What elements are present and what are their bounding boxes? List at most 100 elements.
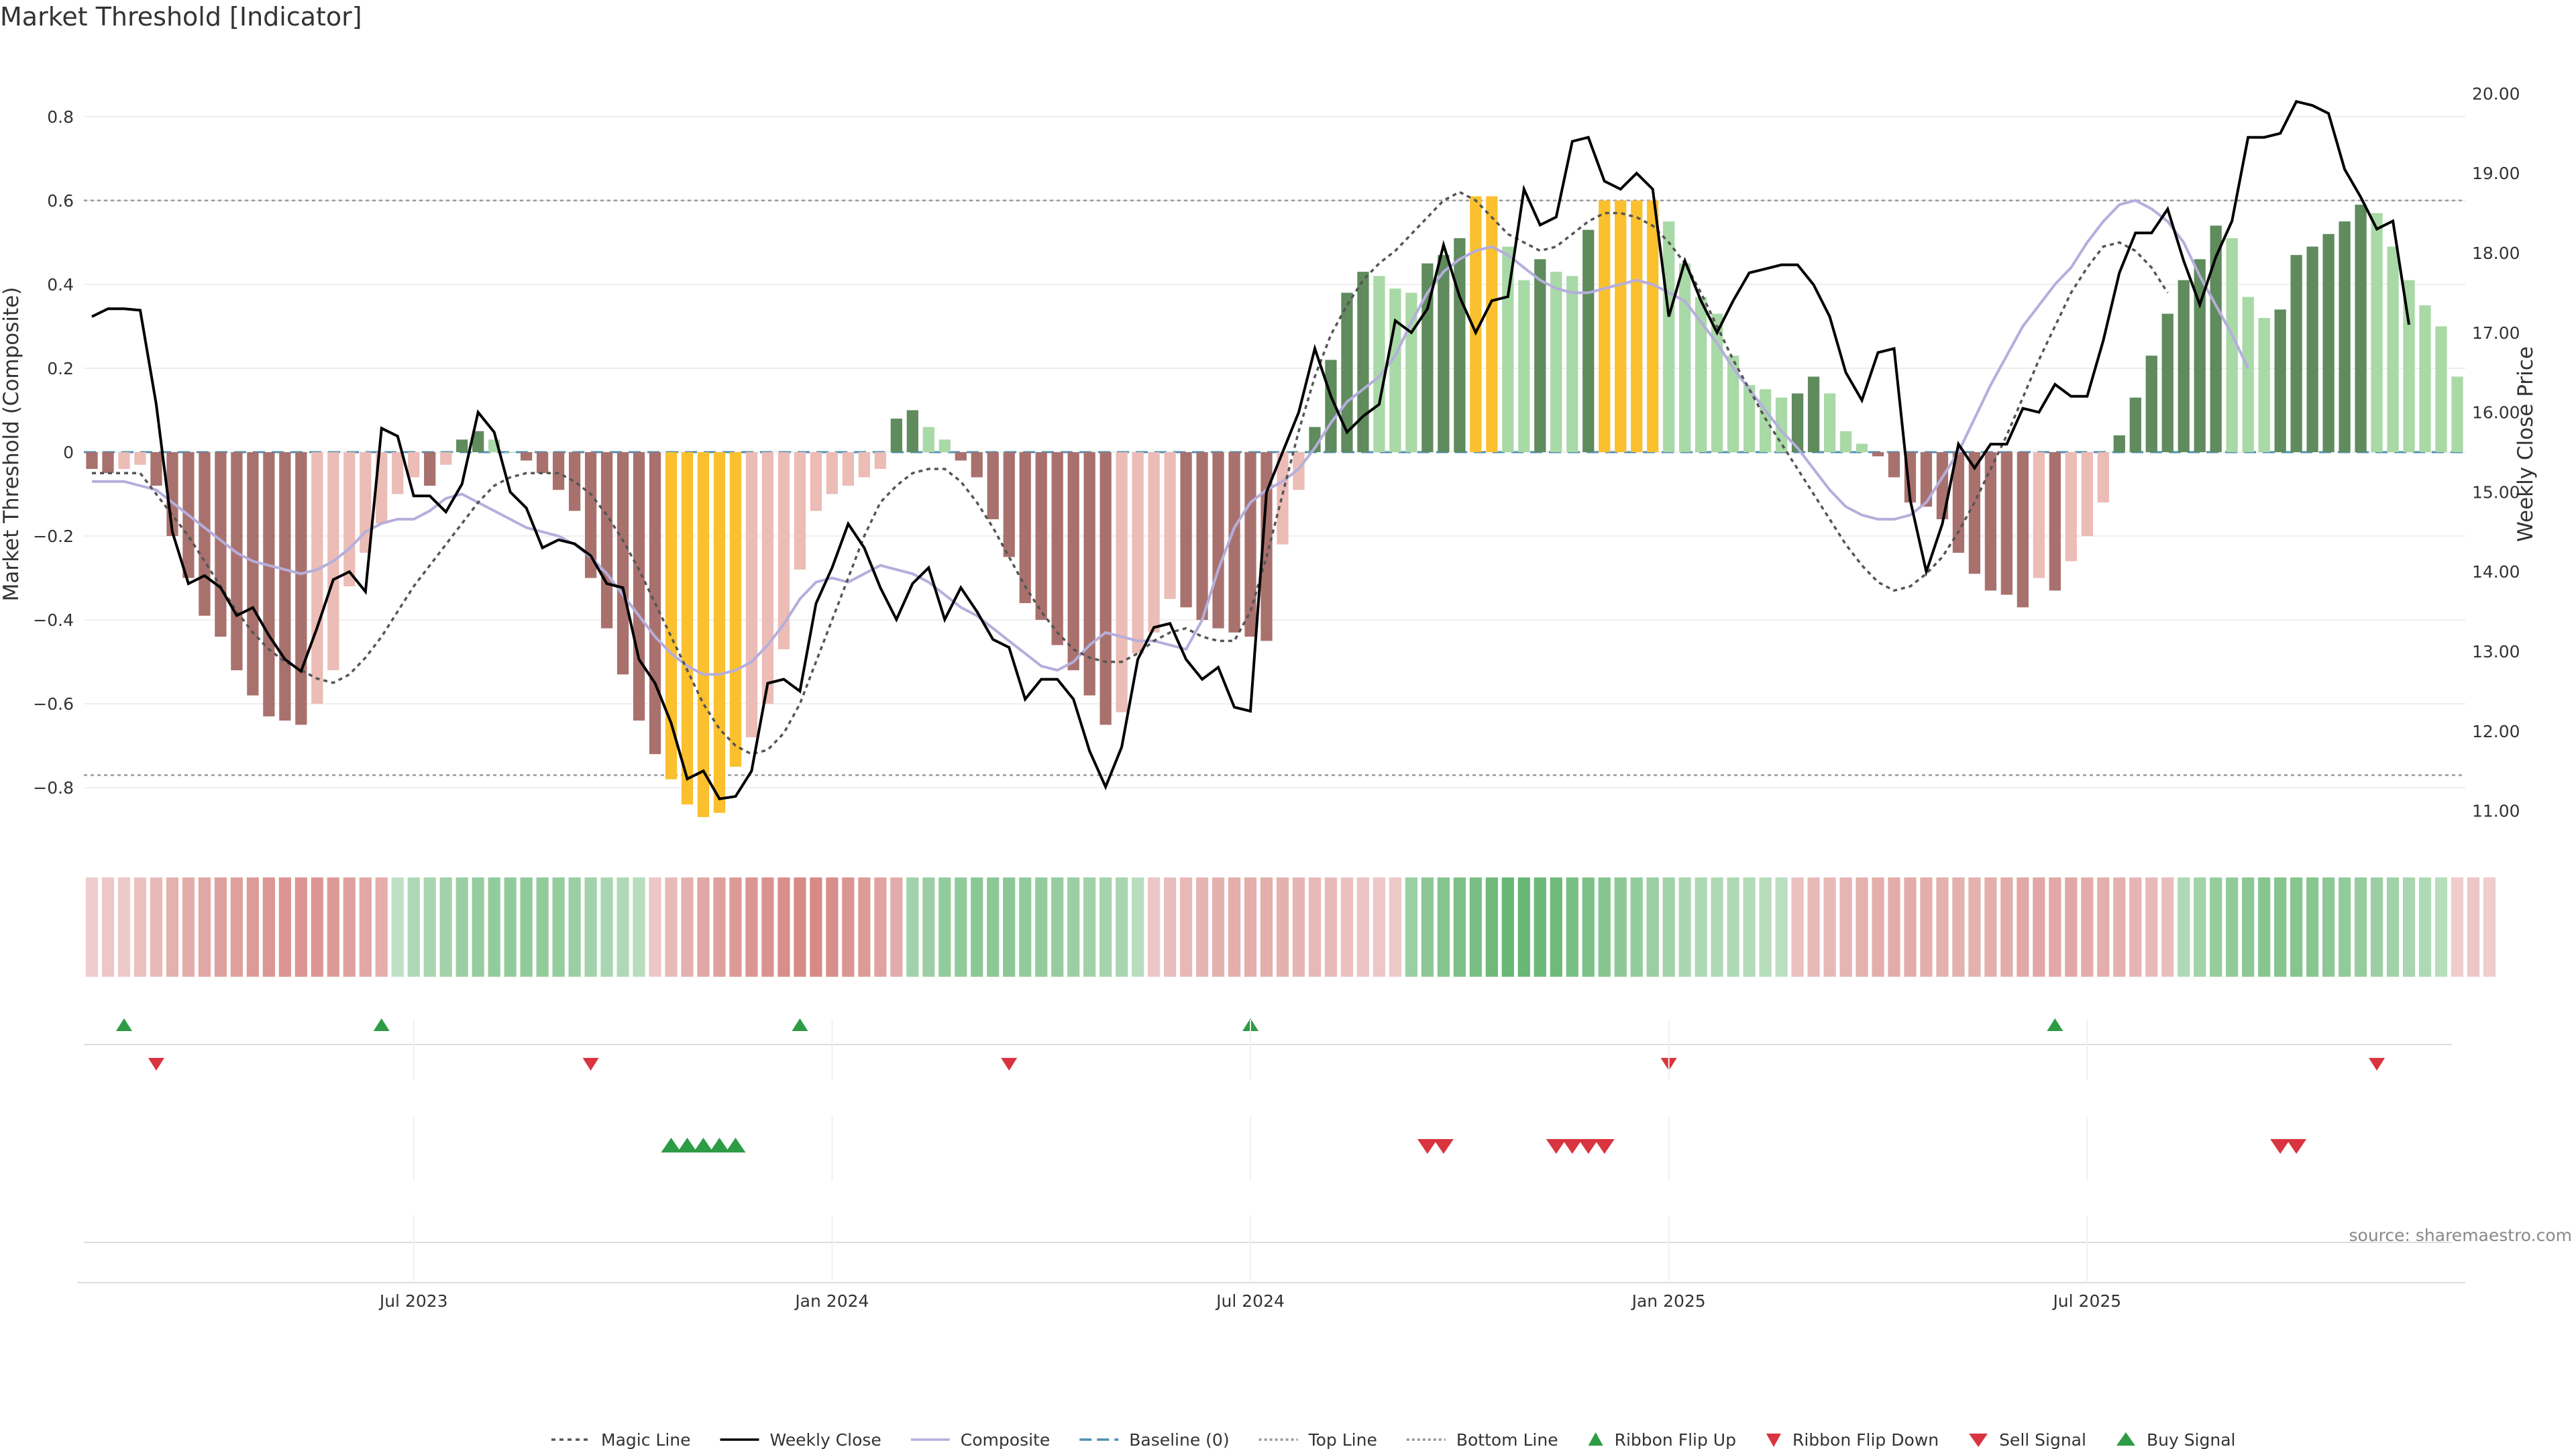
composite-bar	[665, 452, 678, 780]
composite-bar	[681, 452, 694, 805]
ribbon-cell	[1598, 877, 1611, 977]
ribbon-cell	[2161, 877, 2174, 977]
composite-bar	[1856, 443, 1868, 452]
ribbon-cell	[552, 877, 565, 977]
composite-bar	[440, 452, 452, 465]
ribbon-cell	[1116, 877, 1128, 977]
ribbon-cell	[1759, 877, 1772, 977]
sell-signal-marker	[1578, 1139, 1599, 1154]
ribbon-cell	[890, 877, 903, 977]
ribbon-cell	[713, 877, 726, 977]
composite-bar	[231, 452, 243, 671]
composite-bar	[616, 452, 629, 675]
ribbon-cell	[2338, 877, 2351, 977]
ribbon-cell	[1212, 877, 1225, 977]
source-note: source: sharemaestro.com	[2349, 1226, 2573, 1245]
left-tick-label: −0.6	[33, 694, 74, 714]
composite-bar	[697, 452, 710, 817]
legend-label: Ribbon Flip Up	[1615, 1430, 1736, 1449]
composite-bar	[1727, 356, 1739, 452]
ribbon-cell	[2065, 877, 2078, 977]
ribbon-cell	[1743, 877, 1756, 977]
composite-bar	[360, 452, 372, 553]
right-tick-label: 19.00	[2472, 164, 2520, 183]
legend-label: Weekly Close	[770, 1430, 881, 1449]
composite-bar	[1389, 288, 1401, 452]
ribbon-cell	[681, 877, 694, 977]
ribbon-cell	[133, 877, 147, 977]
composite-bar	[2210, 225, 2222, 452]
legend-item: Bottom Line	[1406, 1430, 1558, 1449]
ribbon-cell	[359, 877, 372, 977]
composite-bar	[600, 452, 613, 629]
ribbon-cell	[745, 877, 758, 977]
ribbon-cell	[1904, 877, 1917, 977]
ribbon-cell	[1147, 877, 1161, 977]
ribbon-cell	[2322, 877, 2335, 977]
weekly-close-line	[91, 99, 2410, 800]
ribbon-cell	[2434, 877, 2448, 977]
composite-bar	[2322, 233, 2334, 452]
sell-signal-marker	[1546, 1139, 1566, 1154]
ribbon-cell	[1373, 877, 1386, 977]
ribbon-cell	[1920, 877, 1933, 977]
ribbon-cell	[1662, 877, 1675, 977]
ribbon-cell	[246, 877, 259, 977]
composite-bar	[1099, 452, 1112, 725]
ribbon-cell	[1678, 877, 1691, 977]
composite-bar	[456, 439, 468, 452]
ribbon-cell	[1646, 877, 1659, 977]
composite-bar	[633, 452, 645, 721]
right-tick-label: 13.00	[2472, 642, 2520, 661]
composite-bar	[938, 439, 951, 452]
composite-bar	[1196, 452, 1208, 621]
legend-label: Magic Line	[601, 1430, 691, 1449]
ribbon-cell	[1872, 877, 1884, 977]
composite-bar	[552, 452, 565, 490]
composite-bar	[2387, 246, 2399, 452]
ribbon-cell	[2467, 877, 2480, 977]
ribbon-cell	[262, 877, 275, 977]
composite-bar	[858, 452, 870, 478]
ribbon-cell	[1936, 877, 1949, 977]
composite-bar	[874, 452, 886, 470]
ribbon-cell	[1856, 877, 1868, 977]
legend-swatch	[1588, 1432, 1603, 1446]
composite-bar	[2451, 376, 2463, 452]
x-tick-label: Jan 2025	[1631, 1291, 1706, 1311]
ribbon-cell	[1324, 877, 1338, 977]
composite-bar	[472, 431, 484, 452]
ribbon-cell	[407, 877, 420, 977]
ribbon-cell	[488, 877, 500, 977]
composite-bar	[826, 452, 839, 494]
ribbon-cell	[1292, 877, 1305, 977]
ribbon-cell	[1163, 877, 1177, 977]
composite-bar	[134, 452, 146, 465]
ribbon-cell	[633, 877, 645, 977]
composite-bar	[2017, 452, 2029, 608]
ribbon-cell	[1711, 877, 1723, 977]
ribbon-flip-up-marker	[373, 1018, 390, 1031]
composite-bar	[1550, 272, 1562, 452]
composite-bar	[343, 452, 356, 587]
buy-signal-marker	[725, 1138, 746, 1152]
ribbon-cell	[1276, 877, 1289, 977]
composite-bar	[2178, 280, 2190, 452]
composite-bar	[1019, 452, 1031, 604]
x-axis: Jul 2023 Jan 2024 Jul 2024 Jan 2025 Jul 2025	[77, 1020, 2465, 1311]
composite-bar	[1035, 452, 1047, 621]
ribbon-cell	[2483, 877, 2496, 977]
ribbon-cell	[2113, 877, 2126, 977]
legend-swatch	[2116, 1432, 2135, 1446]
ribbon-cell	[2017, 877, 2029, 977]
ribbon-cell	[810, 877, 822, 977]
ribbon-cell	[1067, 877, 1080, 977]
composite-bar	[1936, 452, 1949, 520]
magic-line	[92, 191, 2169, 756]
ribbon-cell	[858, 877, 871, 977]
ribbon-cell	[729, 877, 742, 977]
left-tick-label: 0.6	[47, 191, 74, 211]
composite-bar	[311, 452, 323, 704]
composite-bar	[1470, 196, 1482, 452]
